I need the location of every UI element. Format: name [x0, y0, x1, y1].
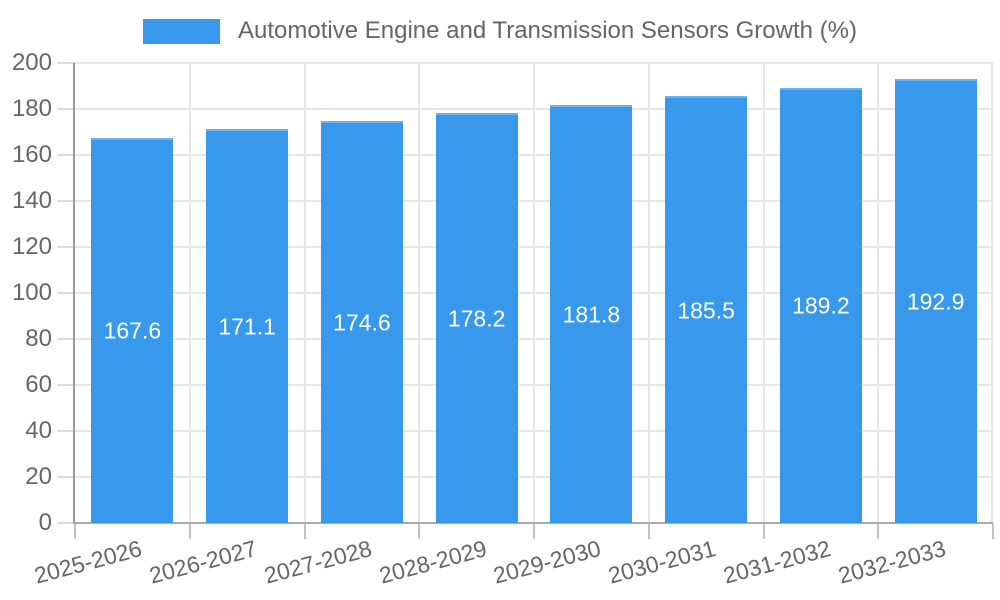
v-gridline — [418, 63, 421, 523]
bar[interactable]: 178.2 — [435, 113, 518, 523]
bar[interactable]: 167.6 — [91, 137, 174, 523]
y-tick-label: 160 — [11, 141, 52, 168]
bar-value-label: 167.6 — [103, 317, 162, 344]
v-gridline — [762, 63, 765, 523]
bar[interactable]: 181.8 — [550, 104, 633, 523]
y-tick-mark — [57, 430, 75, 432]
bar-value-label: 181.8 — [562, 301, 621, 328]
x-tick-mark — [418, 523, 421, 539]
bar-value-label: 185.5 — [677, 297, 735, 324]
bar-value-label: 171.1 — [218, 313, 276, 340]
v-gridline — [303, 63, 306, 523]
y-tick-mark — [57, 476, 75, 478]
legend-swatch[interactable] — [143, 18, 221, 44]
bar-value-label: 189.2 — [792, 292, 850, 319]
plot-right-border — [991, 63, 993, 523]
y-tick-mark — [57, 522, 75, 524]
bar[interactable]: 171.1 — [206, 129, 289, 523]
v-gridline — [647, 63, 650, 523]
x-tick-mark — [762, 523, 765, 539]
bar-value-label: 192.9 — [906, 288, 965, 315]
v-gridline — [877, 63, 880, 523]
bar-value-label: 178.2 — [447, 305, 506, 332]
bar[interactable]: 174.6 — [320, 121, 403, 523]
y-tick-label: 20 — [25, 463, 52, 490]
y-tick-label: 40 — [25, 417, 52, 444]
y-tick-label: 120 — [11, 233, 52, 260]
x-tick-mark — [303, 523, 306, 539]
bar[interactable]: 192.9 — [894, 79, 977, 523]
x-tick-mark — [992, 523, 994, 539]
y-axis-line — [73, 63, 75, 523]
y-tick-label: 0 — [38, 509, 52, 536]
v-gridline — [188, 63, 191, 523]
bar-value-label: 174.6 — [333, 309, 391, 336]
y-tick-mark — [57, 108, 75, 110]
x-tick-mark — [647, 523, 650, 539]
y-tick-label: 200 — [11, 49, 52, 76]
y-tick-mark — [57, 200, 75, 202]
x-tick-mark — [188, 523, 191, 539]
y-tick-mark — [57, 62, 75, 64]
chart-legend: Automotive Engine and Transmission Senso… — [0, 17, 1000, 45]
bar[interactable]: 189.2 — [779, 87, 862, 523]
y-tick-label: 180 — [11, 95, 52, 122]
y-tick-mark — [57, 292, 75, 294]
bar[interactable]: 185.5 — [665, 96, 748, 523]
x-axis-line — [73, 522, 993, 524]
x-tick-mark — [877, 523, 880, 539]
y-tick-mark — [57, 246, 75, 248]
x-tick-mark — [74, 523, 76, 539]
y-tick-label: 60 — [25, 371, 52, 398]
legend-label[interactable]: Automotive Engine and Transmission Senso… — [238, 17, 857, 44]
y-tick-label: 80 — [25, 325, 52, 352]
y-tick-label: 140 — [11, 187, 52, 214]
y-tick-label: 100 — [11, 279, 52, 306]
v-gridline — [533, 63, 535, 523]
y-tick-mark — [57, 384, 75, 386]
y-tick-mark — [57, 338, 75, 340]
y-tick-mark — [57, 154, 75, 156]
x-tick-mark — [533, 523, 535, 539]
